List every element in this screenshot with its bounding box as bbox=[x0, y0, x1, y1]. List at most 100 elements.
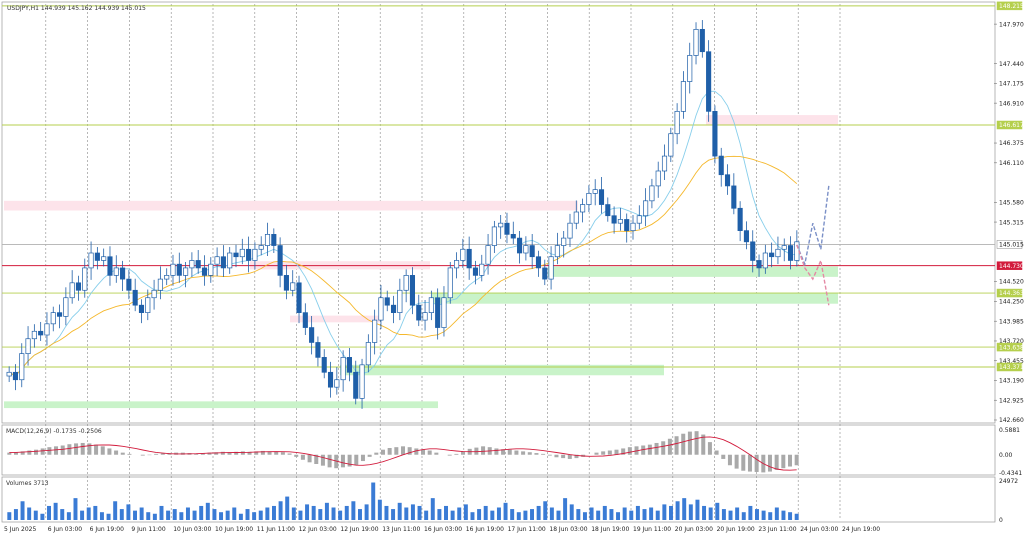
level-tag-label: 143.371 bbox=[999, 364, 1024, 371]
candle-body bbox=[340, 357, 346, 381]
support-zone bbox=[432, 292, 838, 304]
candle-body bbox=[687, 55, 693, 82]
time-tick-label: 11 Jun 11:00 bbox=[257, 526, 295, 533]
candle-body bbox=[416, 304, 422, 321]
volume-panel-frame bbox=[1, 476, 996, 523]
candle-body bbox=[50, 312, 56, 325]
candle-body bbox=[731, 185, 737, 209]
volume-readout: Volumes 3713 bbox=[6, 480, 49, 487]
candle-body bbox=[327, 371, 334, 388]
candle-body bbox=[460, 248, 466, 261]
candle-body bbox=[605, 204, 611, 217]
candle-body bbox=[397, 289, 403, 313]
candle-body bbox=[69, 282, 75, 299]
time-tick-label: 24 Jun 03:00 bbox=[800, 526, 838, 533]
candle-body bbox=[787, 245, 794, 261]
price-tick-label: 144.520 bbox=[999, 279, 1024, 286]
price-tick-label: 142.925 bbox=[999, 397, 1024, 404]
candle-body bbox=[674, 111, 680, 135]
candle-body bbox=[208, 263, 214, 276]
candle-body bbox=[617, 219, 623, 224]
candle-body bbox=[655, 170, 661, 187]
level-tag bbox=[996, 362, 1023, 372]
candle-body bbox=[277, 245, 283, 276]
macd-indicator: 0.5881 0.00 -0.4341 bbox=[7, 427, 1022, 477]
candle-body bbox=[296, 282, 302, 313]
price-tick-label: 142.660 bbox=[999, 417, 1024, 424]
level-tag-label: 146.617 bbox=[999, 122, 1024, 129]
candle-body bbox=[302, 312, 308, 328]
candle-body bbox=[428, 297, 434, 313]
candle-body bbox=[573, 211, 579, 224]
resistance-zone bbox=[706, 115, 838, 125]
support-zone bbox=[548, 266, 838, 277]
candle-body bbox=[145, 297, 151, 313]
candle-body bbox=[724, 174, 731, 187]
time-tick-label: 16 Jun 19:00 bbox=[466, 526, 504, 533]
candle-body bbox=[712, 111, 718, 157]
candle-body bbox=[176, 263, 182, 276]
time-tick-label: 12 Jun 19:00 bbox=[340, 526, 378, 533]
time-tick-label: 5 Jun 2025 bbox=[4, 526, 36, 533]
candle-body bbox=[498, 222, 504, 228]
candle-body bbox=[504, 222, 510, 235]
candle-body bbox=[271, 234, 277, 246]
candle-body bbox=[510, 234, 516, 239]
price-tick-label: 146.375 bbox=[999, 140, 1024, 147]
price-tick-label: 147.970 bbox=[999, 21, 1024, 28]
level-tag-label: 145.015 bbox=[999, 242, 1024, 249]
price-tick-label: 147.175 bbox=[999, 81, 1024, 88]
candle-body bbox=[334, 379, 340, 388]
candle-body bbox=[743, 230, 749, 243]
candle-body bbox=[762, 252, 768, 269]
candle-body bbox=[19, 353, 25, 381]
candle-body bbox=[82, 267, 88, 291]
candle-body bbox=[668, 133, 674, 157]
candle-body bbox=[246, 248, 252, 261]
macd-signal-line bbox=[9, 436, 797, 471]
candle-body bbox=[756, 260, 762, 269]
candle-body bbox=[447, 267, 453, 299]
candle-body bbox=[624, 219, 630, 231]
candle-body bbox=[113, 267, 119, 276]
time-tick-label: 18 Jun 19:00 bbox=[591, 526, 629, 533]
candle-body bbox=[548, 256, 554, 280]
price-tick-label: 143.190 bbox=[999, 378, 1024, 385]
candle-body bbox=[535, 256, 542, 269]
candle-body bbox=[201, 267, 208, 276]
time-tick-label: 20 Jun 03:00 bbox=[675, 526, 713, 533]
candle-body bbox=[598, 189, 605, 205]
candle-body bbox=[346, 357, 352, 373]
forecast-paths bbox=[796, 185, 830, 306]
candle-body bbox=[107, 256, 113, 276]
candle-body bbox=[630, 222, 636, 231]
candle-body bbox=[649, 185, 655, 202]
time-tick-label: 10 Jun 19:00 bbox=[215, 526, 253, 533]
candle-body bbox=[214, 256, 220, 265]
volume-tick-label: 24972 bbox=[999, 478, 1018, 485]
slow-ma-line bbox=[8, 155, 798, 377]
candle-body bbox=[227, 252, 233, 269]
candle-body bbox=[290, 282, 296, 291]
price-tick-label: 146.110 bbox=[999, 160, 1024, 167]
candle-body bbox=[189, 260, 195, 269]
candle-body bbox=[441, 297, 447, 328]
macd-panel-frame bbox=[1, 424, 996, 476]
candle-body bbox=[706, 51, 712, 112]
candle-body bbox=[239, 248, 245, 258]
forecast-up-path bbox=[796, 185, 830, 267]
level-tag-label: 144.730 bbox=[999, 263, 1024, 270]
level-tags: 148.215 146.617 145.015 144.730 144.363 143.6… bbox=[996, 1, 1024, 372]
time-tick-label: 19 Jun 11:00 bbox=[633, 526, 671, 533]
candle-body bbox=[737, 207, 743, 231]
time-tick-label: 24 Jun 19:00 bbox=[842, 526, 880, 533]
price-tick-label: 144.250 bbox=[999, 299, 1024, 306]
time-tick-label: 17 Jun 11:00 bbox=[508, 526, 546, 533]
candle-body bbox=[372, 319, 378, 343]
resistance-zone bbox=[290, 315, 380, 323]
price-levels bbox=[2, 5, 995, 368]
candle-body bbox=[693, 28, 699, 56]
candle-body bbox=[88, 252, 94, 269]
candle-body bbox=[120, 267, 126, 280]
